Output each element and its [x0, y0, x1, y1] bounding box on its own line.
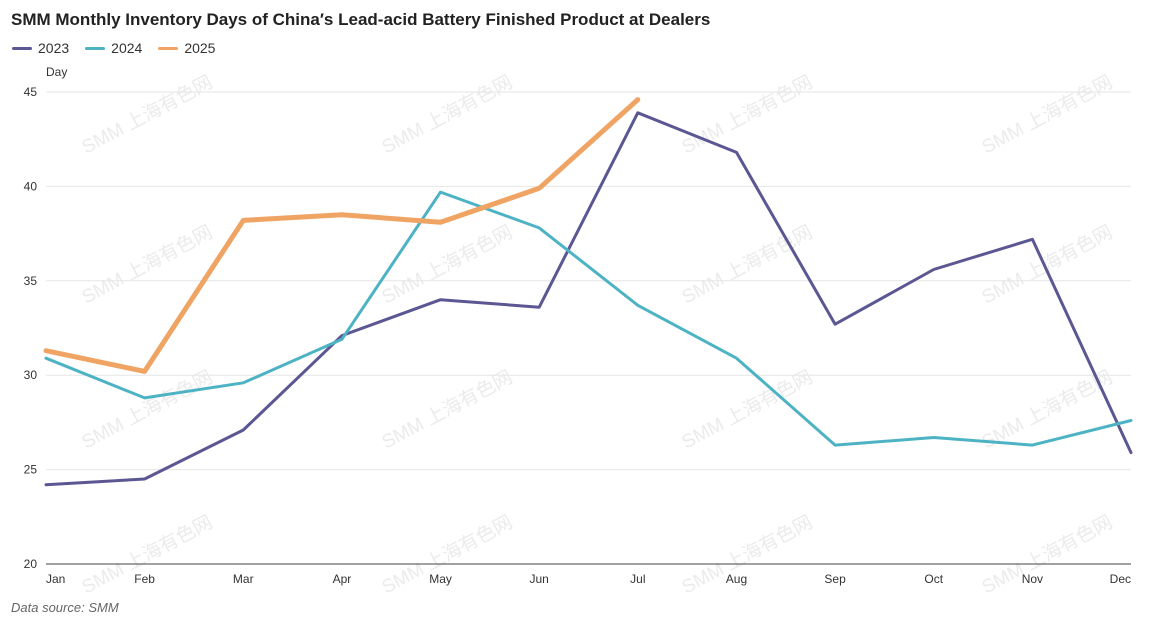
watermark-text: SMM 上海有色网 — [978, 511, 1116, 598]
watermark-text: SMM 上海有色网 — [378, 221, 516, 308]
x-tick-label: Jun — [530, 572, 549, 586]
y-tick-label: 35 — [24, 274, 38, 288]
y-axis-unit-label: Day — [46, 65, 68, 79]
x-tick-label: Sep — [824, 572, 846, 586]
legend-item-2024[interactable]: 2024 — [85, 40, 142, 56]
watermark-text: SMM 上海有色网 — [378, 71, 516, 158]
x-tick-label: Nov — [1022, 572, 1043, 586]
watermark-text: SMM 上海有色网 — [678, 221, 816, 308]
y-tick-label: 30 — [24, 368, 38, 382]
y-tick-label: 40 — [24, 179, 38, 193]
watermark-text: SMM 上海有色网 — [78, 71, 216, 158]
watermark-text: SMM 上海有色网 — [678, 71, 816, 158]
legend-label-2025: 2025 — [184, 40, 216, 56]
watermark-text: SMM 上海有色网 — [378, 366, 516, 453]
x-tick-label: Apr — [333, 572, 352, 586]
legend-item-2023[interactable]: 2023 — [12, 40, 69, 56]
watermark-text: SMM 上海有色网 — [978, 221, 1116, 308]
x-tick-label: Feb — [134, 572, 155, 586]
x-tick-label: Jul — [630, 572, 645, 586]
y-tick-label: 45 — [24, 85, 38, 99]
legend: 2023 2024 2025 — [12, 40, 215, 56]
x-tick-label: Mar — [233, 572, 254, 586]
x-tick-label: Dec — [1110, 572, 1131, 586]
legend-swatch-2025 — [158, 46, 179, 50]
x-tick-label: Oct — [924, 572, 943, 586]
data-source-note: Data source: SMM — [11, 600, 119, 615]
legend-label-2023: 2023 — [38, 40, 70, 56]
legend-swatch-2023 — [12, 46, 32, 50]
legend-label-2024: 2024 — [111, 40, 143, 56]
x-tick-label: Aug — [726, 572, 747, 586]
x-tick-label: May — [429, 572, 452, 586]
y-tick-label: 25 — [24, 463, 38, 477]
legend-swatch-2024 — [85, 46, 106, 50]
series-line-2025 — [43, 97, 641, 374]
x-tick-label: Jan — [46, 572, 65, 586]
series-line-2024 — [44, 190, 1133, 447]
watermark-text: SMM 上海有色网 — [678, 511, 816, 598]
chart-title: SMM Monthly Inventory Days of China′s Le… — [11, 10, 711, 29]
legend-item-2025[interactable]: 2025 — [158, 40, 215, 56]
series-line-2023 — [44, 111, 1133, 487]
watermark-text: SMM 上海有色网 — [978, 71, 1116, 158]
y-tick-label: 20 — [24, 557, 38, 571]
